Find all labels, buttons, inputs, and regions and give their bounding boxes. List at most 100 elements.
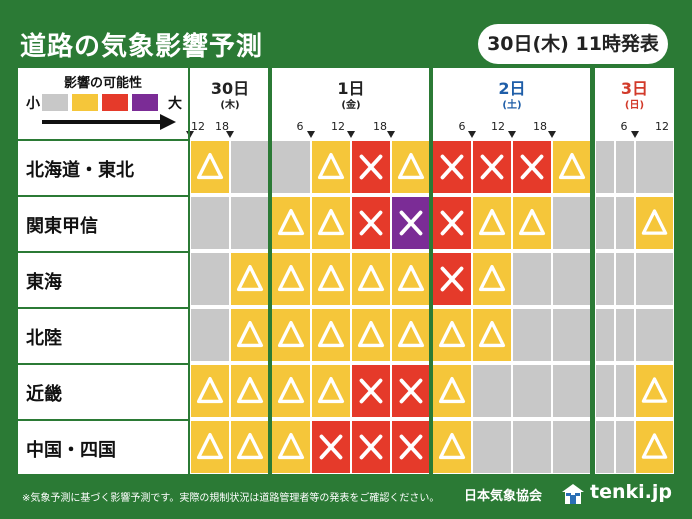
impact-cell [636,421,673,473]
row-separator [18,139,190,141]
caution-triangle-icon [478,320,506,348]
caution-triangle-icon [317,208,345,236]
impact-cell [433,309,471,361]
caution-triangle-icon [478,208,506,236]
caution-triangle-icon [518,208,546,236]
impact-cell [596,421,614,473]
tenki-logo-icon [562,484,584,504]
time-tick-icon [347,131,355,138]
legend-swatch-none [42,94,68,111]
impact-cell [312,365,350,417]
cross-icon [359,210,383,236]
region-label: 東海 [26,272,62,293]
time-tick-icon [307,131,315,138]
time-tick-icon [186,131,194,138]
caution-triangle-icon [277,264,305,292]
cross-icon [440,210,464,236]
impact-cell [312,309,350,361]
issued-time-badge: 30日(木) 11時発表 [478,24,668,64]
impact-cell [231,253,269,305]
impact-cell [616,197,634,249]
day-separator [268,68,272,474]
impact-cell [513,253,551,305]
hour-label: 6 [458,120,466,133]
impact-cell [636,141,673,193]
time-tick-icon [508,131,516,138]
hour-label: 6 [620,120,628,133]
cross-icon [319,434,343,460]
row-separator [18,363,190,365]
weekday-label-3: (日) [624,100,645,111]
impact-cell [191,253,229,305]
impact-cell [596,197,614,249]
footnote: ※気象予測に基づく影響予測です。実際の規制状況は道路管理者等の発表をご確認くださ… [22,493,440,504]
impact-cell [553,421,591,473]
hour-label: 12 [191,120,205,133]
caution-triangle-icon [236,432,264,460]
hour-label: 12 [655,120,669,133]
impact-cell [433,197,471,249]
row-separator [18,251,190,253]
impact-cell [616,309,634,361]
region-label: 中国・四国 [26,440,116,461]
impact-cell [191,141,229,193]
caution-triangle-icon [196,376,224,404]
region-label: 関東甲信 [26,216,98,237]
impact-cell [352,365,390,417]
caution-triangle-icon [357,320,385,348]
legend-swatch-warning [102,94,128,111]
impact-cell [636,365,673,417]
caution-triangle-icon [196,152,224,180]
impact-cell [392,309,430,361]
impact-cell [513,421,551,473]
impact-cell [231,197,269,249]
legend-arrowhead-icon [160,114,176,130]
impact-cell [513,309,551,361]
legend-high-label: 大 [168,96,182,112]
impact-cell [352,309,390,361]
impact-cell [553,253,591,305]
page-title: 道路の気象影響予測 [20,32,264,62]
impact-cell [596,365,614,417]
cross-icon [440,266,464,292]
impact-cell [473,421,511,473]
legend: 影響の可能性 小 大 [18,68,188,140]
day-header-3: 3日 [620,79,649,98]
caution-triangle-icon [236,320,264,348]
legend-low-label: 小 [26,96,40,112]
impact-cell [312,141,350,193]
caution-triangle-icon [438,376,466,404]
region-label: 北陸 [26,328,62,349]
caution-triangle-icon [196,432,224,460]
impact-cell [272,141,310,193]
impact-cell [513,197,551,249]
hour-label: 6 [296,120,304,133]
impact-cell [312,197,350,249]
hour-label: 18 [215,120,229,133]
row-separator [18,307,190,309]
impact-cell [352,197,390,249]
cross-icon [399,210,423,236]
weekday-label-0: (木) [220,100,240,111]
impact-cell [392,421,430,473]
impact-cell [191,197,229,249]
impact-cell [392,253,430,305]
impact-cell [433,365,471,417]
caution-triangle-icon [558,152,586,180]
caution-triangle-icon [277,320,305,348]
impact-cell [191,309,229,361]
caution-triangle-icon [317,264,345,292]
caution-triangle-icon [277,376,305,404]
impact-cell [596,309,614,361]
caution-triangle-icon [397,264,425,292]
caution-triangle-icon [236,264,264,292]
caution-triangle-icon [277,432,305,460]
impact-cell [636,197,673,249]
caution-triangle-icon [641,209,668,235]
impact-cell [616,253,634,305]
legend-swatch-severe [132,94,158,111]
hour-label: 12 [331,120,345,133]
impact-cell [636,309,673,361]
row-separator [18,419,190,421]
impact-cell [636,253,673,305]
